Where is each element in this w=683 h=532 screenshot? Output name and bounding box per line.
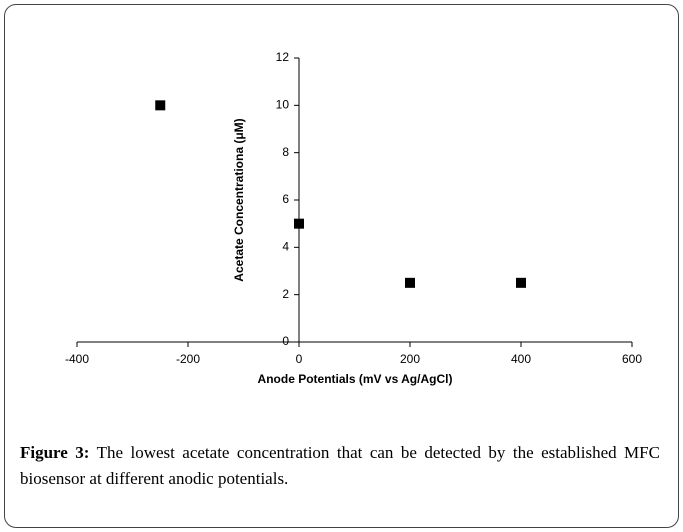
y-tick-label: 6 (282, 192, 289, 206)
y-tick-label: 2 (282, 287, 289, 301)
point (294, 218, 304, 229)
x-tick-label: 600 (622, 352, 642, 366)
point (405, 277, 415, 288)
caption-label: Figure 3: (20, 443, 90, 462)
x-tick-label: -200 (176, 352, 200, 366)
x-tick-label: 400 (511, 352, 531, 366)
y-tick-label: 12 (276, 50, 290, 64)
x-tick-label: -400 (65, 352, 89, 366)
x-tick-label: 200 (400, 352, 420, 366)
point (155, 100, 166, 111)
chart: Acetate Concentrationa (μM) Anode Potent… (65, 50, 642, 386)
x-axis-title: Anode Potentials (mV vs Ag/AgCl) (258, 372, 453, 386)
x-tick-label: 0 (296, 352, 303, 366)
y-tick-label: 10 (276, 98, 290, 112)
y-tick-label: 0 (282, 334, 289, 348)
point (516, 277, 526, 288)
caption-text: The lowest acetate concentration that ca… (20, 443, 660, 488)
figure-frame (4, 4, 679, 528)
y-tick-label: 4 (282, 240, 289, 254)
caption: Figure 3: The lowest acetate concentrati… (20, 440, 660, 492)
y-axis-title: Acetate Concentrationa (μM) (232, 118, 246, 281)
y-tick-label: 8 (282, 145, 289, 159)
